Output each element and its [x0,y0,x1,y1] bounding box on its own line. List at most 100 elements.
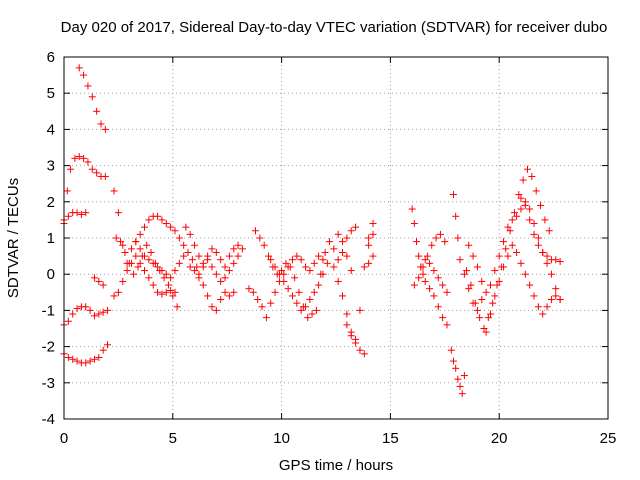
data-point [334,277,342,285]
data-point [95,353,103,361]
data-point [369,252,377,260]
data-point [476,314,484,322]
data-point [167,223,175,231]
data-point [537,201,545,209]
data-point [169,292,177,300]
data-point [410,281,418,289]
data-point [95,277,103,285]
series-prn-t [334,223,377,267]
data-point [160,274,168,282]
data-point [86,357,94,365]
data-point [234,252,242,260]
series-prn-m [195,245,246,285]
data-point [450,191,458,199]
series-prn-b [60,153,109,224]
data-point [199,281,207,289]
data-point [119,241,127,249]
data-point [225,292,233,300]
series-prn-a [75,64,109,133]
series-prn-q [317,238,355,278]
series-prn-s [343,230,377,343]
data-point [77,210,85,218]
data-point [343,310,351,318]
data-point [254,296,262,304]
data-point [504,252,512,260]
data-point [482,288,490,296]
data-point [365,234,373,242]
data-point [191,267,199,275]
data-point [162,270,170,278]
data-point [145,256,153,264]
y-tick-label: -1 [42,302,55,319]
data-point [136,230,144,238]
data-point [180,252,188,260]
grid [64,57,608,419]
data-point [64,212,72,220]
data-point [123,267,131,275]
data-point [110,292,118,300]
data-point [184,248,192,256]
data-point [149,259,157,267]
data-point [456,382,464,390]
series-prn-l [186,263,238,314]
data-point [271,288,279,296]
data-point [136,259,144,267]
data-point [88,165,96,173]
series-prn-aa [465,198,564,304]
data-point [145,216,153,224]
data-point [93,107,101,115]
data-point [465,285,473,293]
data-point [552,292,560,300]
data-point [360,263,368,271]
data-point [175,234,183,242]
data-point [526,216,534,224]
y-tick-label: 3 [47,158,55,175]
data-point [517,194,525,202]
data-point [310,259,318,267]
data-point [519,176,527,184]
data-point [478,296,486,304]
data-point [321,248,329,256]
data-point [539,310,547,318]
data-point [104,306,112,314]
data-point [534,303,542,311]
data-point [193,263,201,271]
data-point [114,288,122,296]
data-point [260,241,268,249]
data-point [304,314,312,322]
data-point [315,281,323,289]
data-point [134,263,142,271]
data-point [423,252,431,260]
data-point [295,288,303,296]
data-point [88,93,96,101]
data-point [552,285,560,293]
data-point [365,259,373,267]
data-point [302,303,310,311]
data-point [132,238,140,246]
data-point [306,267,314,275]
data-point [510,209,518,217]
series-prn-ac [517,194,564,266]
data-point [421,256,429,264]
data-point [343,252,351,260]
series-prn-r [330,220,377,358]
y-axis-label: SDTVAR / TECUs [5,178,22,298]
data-point [64,353,72,361]
data-point [369,220,377,228]
data-point [547,270,555,278]
x-tick-labels: 0 5 10 15 20 25 [60,430,617,447]
data-point [97,120,105,128]
y-tick-label: -4 [42,411,55,428]
data-point [188,256,196,264]
data-point [141,252,149,260]
x-tick-label: 20 [491,430,508,447]
data-point [452,212,460,220]
data-point [110,187,118,195]
data-point [491,267,499,275]
data-point [447,346,455,354]
data-point [262,314,270,322]
data-point [534,241,542,249]
data-point [230,245,238,253]
data-point [141,223,149,231]
